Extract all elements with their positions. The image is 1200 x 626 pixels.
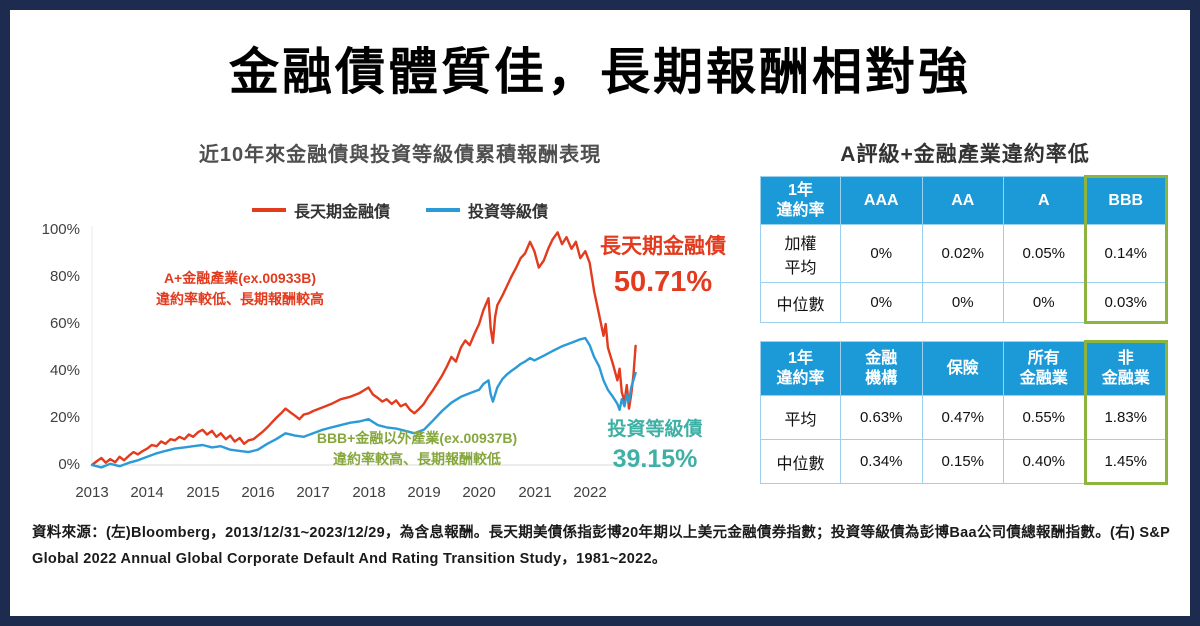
table-cell: 0% [921,282,1004,323]
page-title: 金融債體質佳，長期報酬相對強 [229,44,971,100]
table-cell-highlighted: 1.45% [1083,439,1168,485]
row-label-cell: 平均 [760,395,841,440]
series-line [90,336,637,469]
legend-item-investment-grade: 投資等級債 [426,198,548,222]
chart-legend: 長天期金融債 投資等級債 [40,198,760,222]
x-axis-label: 2021 [518,484,552,501]
source-note: 資料來源：(左)Bloomberg，2013/12/31~2023/12/29，… [32,525,1170,568]
y-axis-label: 80% [49,268,80,285]
teal-series-callout-label: 投資等級債 [607,419,703,440]
red-series-callout: 長天期金融債 50.71% [573,230,753,299]
x-axis-label: 2015 [186,484,220,501]
table-cell: 0.55% [1003,395,1086,440]
line-chart-svg [90,226,650,469]
table-header-cell: 1年 違約率 [760,176,841,225]
note-line: 違約率較低、長期報酬較高 [156,291,324,307]
table-cell: 0.05% [1003,224,1086,283]
x-axis-label: 2019 [407,484,441,501]
table-cell: 0.63% [840,395,923,440]
table-row: 中位數 0% 0% 0% 0.03% [760,282,1168,324]
table-cell: 0% [840,224,923,283]
x-axis-label: 2016 [241,484,275,501]
y-axis-label: 100% [41,221,80,238]
content-area: 金融債體質佳，長期報酬相對強 近10年來金融債與投資等級債累積報酬表現 長天期金… [10,10,1190,616]
teal-series-callout-value: 39.15% [612,445,698,473]
legend-item-financial-bond: 長天期金融債 [251,198,390,222]
note-line: BBB+金融以外產業(ex.00937B) [316,430,518,446]
row-label-cell: 加權 平均 [760,224,841,283]
teal-series-callout: 投資等級債 39.15% [585,414,725,474]
table-row: 中位數 0.34% 0.15% 0.40% 1.45% [760,439,1168,485]
default-rate-table-by-rating: 1年 違約率 AAA AA A BBB 加權 平均 0% 0.02% 0.05%… [760,175,1168,324]
row-label-cell: 中位數 [760,439,841,484]
table-header-cell-highlighted: BBB [1083,175,1168,225]
table-header-cell: 保險 [921,341,1004,396]
legend-label: 長天期金融債 [293,204,390,221]
x-axis-label: 2018 [352,484,386,501]
legend-label: 投資等級債 [468,204,549,221]
note-line: A+金融產業(ex.00933B) [163,270,317,286]
x-axis-label: 2022 [573,484,607,501]
x-axis-label: 2013 [75,484,109,501]
chart-note-a-plus-financial: A+金融產業(ex.00933B) 違約率較低、長期報酬較高 [120,268,360,310]
x-axis-label: 2014 [130,484,164,501]
y-axis-label: 40% [49,362,80,379]
default-rate-table-by-sector: 1年 違約率 金融 機構 保險 所有 金融業 非 金融業 平均 0.63% 0.… [760,340,1168,485]
y-axis-label: 0% [58,456,80,473]
table-header-cell-highlighted: 非 金融業 [1083,340,1168,396]
chart-title: 近10年來金融債與投資等級債累積報酬表現 [198,144,602,166]
x-axis-label: 2017 [296,484,330,501]
blue-line-swatch [426,208,460,212]
red-line-swatch [251,208,286,212]
table-header-cell: A [1003,176,1086,225]
table-header-cell: 所有 金融業 [1003,341,1086,396]
table-cell: 0.40% [1003,439,1086,484]
tables-section-title: A評級+金融產業違約率低 [840,143,1090,166]
table-cell: 0.15% [921,439,1004,484]
table-cell: 0% [1003,282,1086,323]
table-row: 加權 平均 0% 0.02% 0.05% 0.14% [760,224,1168,283]
table-cell: 0.02% [921,224,1004,283]
table-cell: 0.34% [840,439,923,484]
note-line: 違約率較高、長期報酬較低 [333,451,501,467]
chart-note-bbb-non-financial: BBB+金融以外產業(ex.00937B) 違約率較高、長期報酬較低 [282,428,552,470]
y-axis-label: 60% [49,315,80,332]
row-label-cell: 中位數 [760,282,841,323]
table-cell: 0.47% [921,395,1004,440]
table-header-cell: 1年 違約率 [760,341,841,396]
red-series-callout-value: 50.71% [613,266,713,298]
red-series-callout-label: 長天期金融債 [600,235,726,258]
table-cell-highlighted: 0.03% [1083,282,1168,324]
table-cell-highlighted: 1.83% [1083,395,1168,440]
y-axis-label: 20% [49,409,80,426]
table-cell-highlighted: 0.14% [1083,224,1168,283]
series-line [90,231,637,467]
table-header-cell: AA [921,176,1004,225]
table-header-cell: AAA [840,176,923,225]
x-axis-label: 2020 [462,484,496,501]
table-row: 平均 0.63% 0.47% 0.55% 1.83% [760,395,1168,440]
table-cell: 0% [840,282,923,323]
table-header-cell: 金融 機構 [840,341,923,396]
